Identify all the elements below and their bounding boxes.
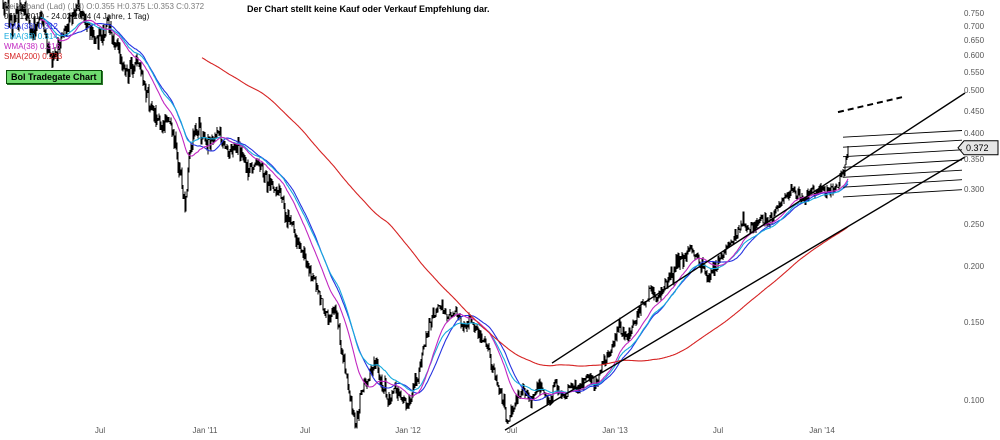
resistance-hatch-line <box>842 149 963 158</box>
price-axis-tick: 0.200 <box>964 262 985 272</box>
date-range-line: 06.01.2010 - 24.02.2014 (4 Jahre, 1 Tag) <box>4 12 150 21</box>
price-axis-tick: 0.650 <box>964 36 985 46</box>
resistance-hatch-line <box>842 139 963 148</box>
price-axis-tick: 0.700 <box>964 21 985 31</box>
projection-dashed-line[interactable] <box>837 96 903 114</box>
legend-sma200: SMA(200) 0.233 <box>4 52 63 61</box>
price-axis-tick: 0.400 <box>964 129 985 139</box>
price-axis-tick: 0.450 <box>964 106 985 116</box>
trend-channel-lower[interactable] <box>504 156 966 431</box>
resistance-hatch-line <box>842 130 963 138</box>
price-axis-tick: 0.600 <box>964 51 985 61</box>
trend-channel-upper[interactable] <box>551 92 966 364</box>
time-axis-tick: Jan '13 <box>602 426 628 435</box>
indicator-legend: SMA(38) 0.312 EMA(38) 0.314 WMA(38) 0.316 S… <box>4 22 204 62</box>
time-axis-tick: Jan '11 <box>192 426 218 435</box>
tradegate-badge[interactable]: Bol Tradegate Chart <box>6 70 102 84</box>
time-axis-tick: Jan '14 <box>809 426 835 435</box>
legend-wma38: WMA(38) 0.316 <box>4 42 61 51</box>
resistance-hatch-line <box>842 179 963 188</box>
time-axis-tick: Jul <box>299 426 311 435</box>
price-axis-tick: 0.500 <box>964 86 985 96</box>
price-axis-tick: 0.550 <box>964 68 985 78</box>
price-axis-tick: 0.100 <box>964 395 985 405</box>
time-axis-tick: Jul <box>712 426 724 435</box>
candlesticks <box>2 0 849 429</box>
price-axis-tick: 0.250 <box>964 219 985 229</box>
resistance-hatch-line <box>842 159 963 168</box>
price-axis-tick: 0.350 <box>964 154 985 164</box>
last-price-tag <box>957 140 999 156</box>
time-axis-tick: Jul <box>94 426 106 435</box>
price-axis-tick: 0.300 <box>964 184 985 194</box>
resistance-hatch-line <box>842 189 963 198</box>
time-axis-tick: Jul <box>506 426 518 435</box>
ema38-line <box>39 16 849 394</box>
sma200-line <box>201 57 849 367</box>
legend-ema38: EMA(38) 0.314 <box>4 32 58 41</box>
legend-sma38: SMA(38) 0.312 <box>4 22 58 31</box>
price-axis-tick: 0.150 <box>964 317 985 327</box>
resistance-hatch-line <box>842 169 963 178</box>
instrument-ohlc-line: Beiersband (Lad) (.L4) O:0.355 H:0.375 L… <box>4 2 205 11</box>
wma38-line <box>39 19 849 401</box>
disclaimer-text: Der Chart stellt keine Kauf oder Verkauf… <box>247 4 490 14</box>
time-axis-tick: Jan '12 <box>395 426 421 435</box>
chart-legend: Beiersband (Lad) (.L4) O:0.355 H:0.375 L… <box>4 2 204 62</box>
last-price-tag-label: 0.372 <box>966 143 989 153</box>
sma38-line <box>39 16 849 402</box>
price-axis-tick: 0.750 <box>964 8 985 18</box>
